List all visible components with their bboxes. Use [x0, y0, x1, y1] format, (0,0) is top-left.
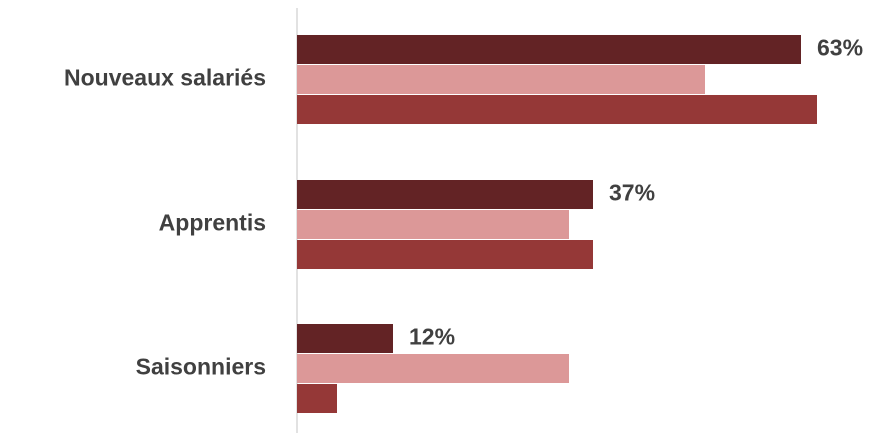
- bar-1-series-3: [297, 95, 817, 124]
- category-label-2: Apprentis: [159, 210, 266, 236]
- bar-3-series-2: [297, 354, 569, 383]
- data-label-3: 12%: [409, 324, 455, 350]
- data-label-2: 37%: [609, 180, 655, 206]
- bars-group: [297, 35, 817, 413]
- bar-1-series-1: [297, 35, 801, 64]
- data-label-1: 63%: [817, 35, 863, 61]
- bar-3-series-3: [297, 384, 337, 413]
- category-label-3: Saisonniers: [136, 354, 266, 380]
- bar-2-series-1: [297, 180, 593, 209]
- bar-3-series-1: [297, 324, 393, 353]
- data-labels-group: 63% 37% 12%: [409, 35, 863, 350]
- bar-2-series-3: [297, 240, 593, 269]
- bar-1-series-2: [297, 65, 705, 94]
- category-labels-group: Nouveaux salariés Apprentis Saisonniers: [64, 65, 266, 380]
- bar-2-series-2: [297, 210, 569, 239]
- category-label-1: Nouveaux salariés: [64, 65, 266, 91]
